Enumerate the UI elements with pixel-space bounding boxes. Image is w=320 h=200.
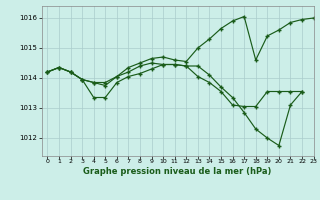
X-axis label: Graphe pression niveau de la mer (hPa): Graphe pression niveau de la mer (hPa) (84, 167, 272, 176)
